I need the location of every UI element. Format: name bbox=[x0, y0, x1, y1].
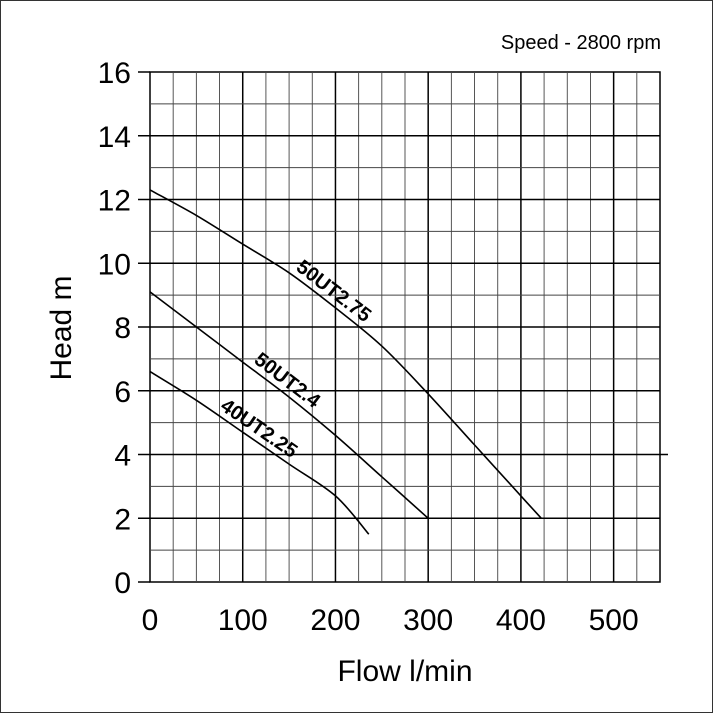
y-tick-label: 2 bbox=[114, 503, 131, 536]
y-tick-label: 10 bbox=[98, 248, 131, 281]
grid bbox=[138, 71, 668, 583]
x-tick-label: 200 bbox=[310, 604, 360, 637]
x-tick-label: 0 bbox=[142, 604, 159, 637]
y-tick-label: 8 bbox=[114, 312, 131, 345]
y-axis-label: Head m bbox=[45, 275, 78, 380]
x-tick-label: 500 bbox=[589, 604, 639, 637]
y-tick-label: 0 bbox=[114, 567, 131, 600]
curves bbox=[149, 189, 542, 535]
y-tick-label: 12 bbox=[98, 185, 131, 218]
x-tick-label: 300 bbox=[403, 604, 453, 637]
x-axis-label: Flow l/min bbox=[337, 655, 472, 688]
series-line bbox=[149, 370, 370, 535]
speed-annotation: Speed - 2800 rpm bbox=[501, 32, 661, 54]
series-line bbox=[149, 189, 542, 519]
y-tick-label: 16 bbox=[98, 57, 131, 90]
y-tick-label: 14 bbox=[98, 121, 131, 154]
y-tick-label: 4 bbox=[114, 440, 131, 473]
tick-labels: 0 100 200 300 400 500 0 2 4 6 8 10 12 14 16 bbox=[98, 57, 639, 637]
y-tick-label: 6 bbox=[114, 376, 131, 409]
x-tick-label: 100 bbox=[218, 604, 268, 637]
x-tick-label: 400 bbox=[496, 604, 546, 637]
series-line bbox=[149, 291, 429, 519]
